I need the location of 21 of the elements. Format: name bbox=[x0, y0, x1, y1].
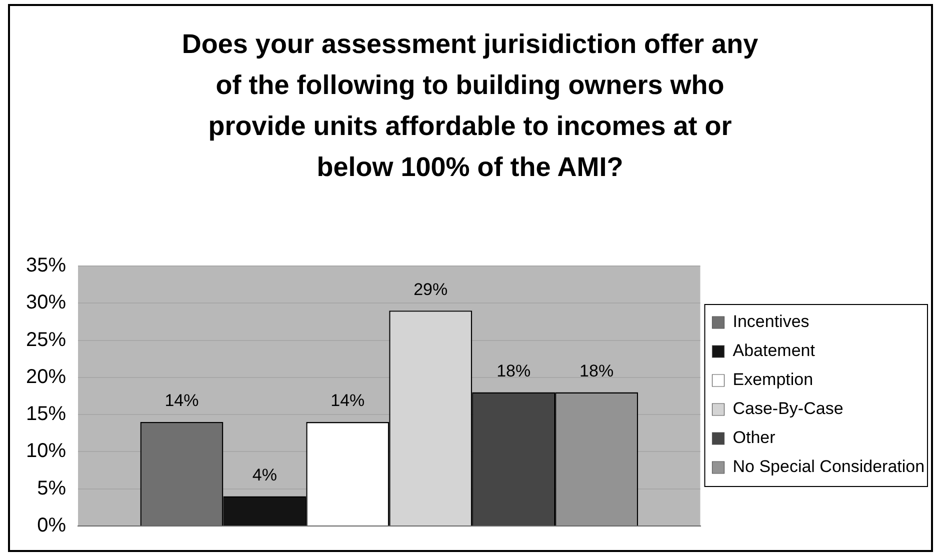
legend-label: Case-By-Case bbox=[732, 399, 844, 418]
chart-title: Does your assessment jurisidiction offer any of the following to building owners who provide units affordable to incomes at or below 100% of the AMI? bbox=[180, 28, 760, 184]
y-tick-label: 25% bbox=[26, 328, 66, 351]
data-label: 29% bbox=[414, 280, 448, 299]
data-label: 18% bbox=[580, 361, 614, 380]
legend-label: Exemption bbox=[732, 370, 814, 390]
legend-label: Incentives bbox=[732, 312, 810, 332]
y-tick-label: 20% bbox=[26, 366, 66, 388]
data-label: 14% bbox=[330, 391, 365, 410]
legend-label: Other bbox=[732, 428, 776, 448]
data-label: 14% bbox=[164, 391, 199, 410]
y-tick-label: 5% bbox=[37, 477, 66, 500]
y-tick-label: 10% bbox=[26, 440, 66, 462]
y-tick-label: 0% bbox=[37, 514, 66, 537]
y-tick-label: 15% bbox=[26, 403, 66, 426]
y-tick-label: 30% bbox=[26, 292, 66, 314]
legend-label: Abatement bbox=[732, 341, 816, 360]
data-label: 4% bbox=[252, 465, 277, 484]
y-tick-label: 35% bbox=[26, 254, 66, 277]
legend-label: No Special Consideration bbox=[732, 457, 925, 476]
data-label: 18% bbox=[496, 361, 531, 380]
